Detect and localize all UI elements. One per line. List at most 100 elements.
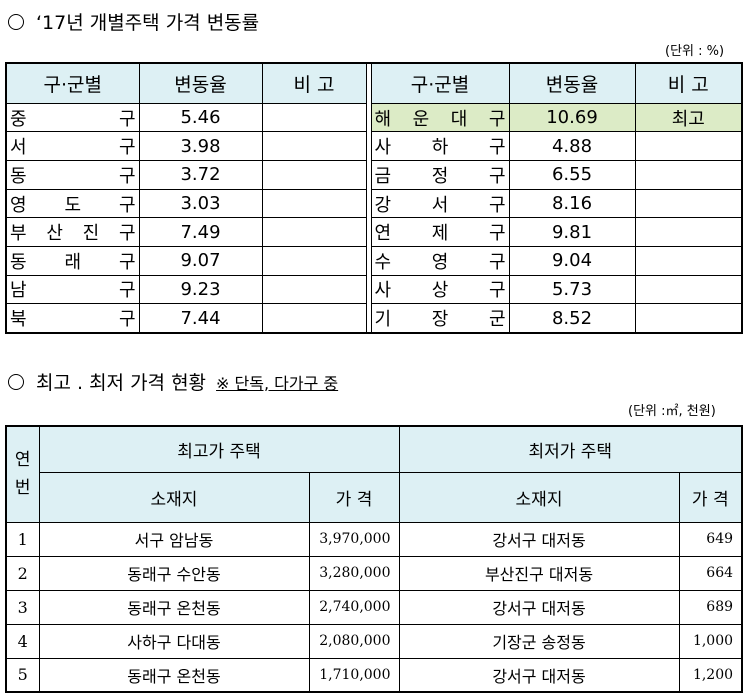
note-cell xyxy=(634,131,743,162)
section1-unit: (단위 : %) xyxy=(665,44,725,59)
rate-cell: 7.44 xyxy=(138,303,263,334)
table-row: 북 구 7.44 기 장 군 8.52 xyxy=(5,303,743,334)
table-row: 동 구 3.72 금 정 구 6.55 xyxy=(5,160,743,190)
district-char: 구 xyxy=(118,108,136,130)
max-location: 동래구 온천동 xyxy=(38,589,310,625)
rate-cell: 9.04 xyxy=(508,246,636,276)
min-price: 689 xyxy=(678,589,743,625)
rate-cell: 9.23 xyxy=(138,274,263,305)
note-cell xyxy=(261,160,367,190)
max-location: 동래구 수안동 xyxy=(38,555,310,591)
district-char: 구 xyxy=(488,137,506,159)
district-char: 사 xyxy=(374,137,392,159)
min-price: 664 xyxy=(678,555,743,591)
rate-cell: 5.46 xyxy=(138,102,263,133)
district-char: 구 xyxy=(488,194,506,216)
max-location-header: 소재지 xyxy=(38,471,310,523)
rate-cell: 9.07 xyxy=(138,246,263,276)
rate-cell: 6.55 xyxy=(508,160,636,190)
max-price: 3,970,000 xyxy=(308,521,400,557)
table-row: 1 서구 암남동 3,970,000 강서구 대저동 649 xyxy=(5,521,743,557)
district-char: 하 xyxy=(431,137,449,159)
table-row: 남 구 9.23 사 상 구 5.73 xyxy=(5,274,743,305)
district-char: 운 xyxy=(412,108,430,130)
max-price: 2,740,000 xyxy=(308,589,400,625)
note-cell xyxy=(634,303,743,334)
note-cell xyxy=(261,246,367,276)
district-char: 서 xyxy=(431,194,449,216)
note-cell xyxy=(634,217,743,248)
district-char: 연 xyxy=(374,223,392,245)
max-min-price-table: 연 번 최고가 주택 최저가 주택 소재지 가 격 소재지 가 격 1 서구 암남… xyxy=(5,425,744,693)
year-header-char1: 연 xyxy=(14,450,31,471)
column-header: 구·군별 xyxy=(5,62,140,104)
min-price: 649 xyxy=(678,521,743,557)
rate-cell: 8.16 xyxy=(508,188,636,219)
section1-heading: ‘17년 개별주택 가격 변동률 xyxy=(8,8,259,35)
district-char: 해 xyxy=(374,108,392,130)
min-price-header: 최저가 주택 xyxy=(398,425,743,473)
note-cell xyxy=(634,188,743,219)
district-char: 부 xyxy=(10,223,27,245)
section2-unit: (단위 :㎡, 천원) xyxy=(628,404,716,419)
circle-bullet-icon xyxy=(8,373,24,390)
rate-cell: 10.69 xyxy=(508,102,636,133)
rate-cell: 8.52 xyxy=(508,303,636,334)
year-header: 연 번 xyxy=(5,425,40,523)
section2-title: 최고 . 최저 가격 현황 xyxy=(36,372,207,394)
table-row: 2 동래구 수안동 3,280,000 부산진구 대저동 664 xyxy=(5,555,743,591)
table-row: 5 동래구 온천동 1,710,000 강서구 대저동 1,200 xyxy=(5,657,743,693)
note-cell xyxy=(261,274,367,305)
rate-cell: 7.49 xyxy=(138,217,263,248)
note-cell xyxy=(261,303,367,334)
table-header-row: 구·군별 변동율 비 고 구·군별 변동율 비 고 xyxy=(5,62,743,104)
max-price: 2,080,000 xyxy=(308,623,400,659)
district-char: 정 xyxy=(431,165,449,187)
price-change-table: 구·군별 변동율 비 고 구·군별 변동율 비 고 중 구 5.46 해 운 대 구 10.69 최고 서 구 3… xyxy=(5,62,743,334)
note-cell: 최고 xyxy=(634,102,743,133)
district-char: 수 xyxy=(374,251,392,273)
note-cell xyxy=(634,274,743,305)
note-cell xyxy=(634,160,743,190)
district-char: 남 xyxy=(10,280,27,302)
district-char: 서 xyxy=(10,137,27,159)
row-number: 4 xyxy=(5,623,40,659)
district-char: 도 xyxy=(64,194,82,216)
max-location: 동래구 온천동 xyxy=(38,657,310,693)
district-char: 동 xyxy=(10,251,27,273)
table-row: 영 도 구 3.03 강 서 구 8.16 xyxy=(5,188,743,219)
district-char: 강 xyxy=(374,194,392,216)
note-cell xyxy=(261,188,367,219)
district-char: 영 xyxy=(10,194,27,216)
district-char: 구 xyxy=(488,165,506,187)
column-header: 변동율 xyxy=(138,62,263,104)
district-char: 상 xyxy=(431,280,449,302)
column-header: 변동율 xyxy=(508,62,636,104)
max-price: 3,280,000 xyxy=(308,555,400,591)
table-row: 서 구 3.98 사 하 구 4.88 xyxy=(5,131,743,162)
min-price: 1,200 xyxy=(678,657,743,693)
min-location: 강서구 대저동 xyxy=(398,521,680,557)
column-header: 비 고 xyxy=(261,62,367,104)
district-char: 구 xyxy=(488,280,506,302)
column-header: 비 고 xyxy=(634,62,743,104)
